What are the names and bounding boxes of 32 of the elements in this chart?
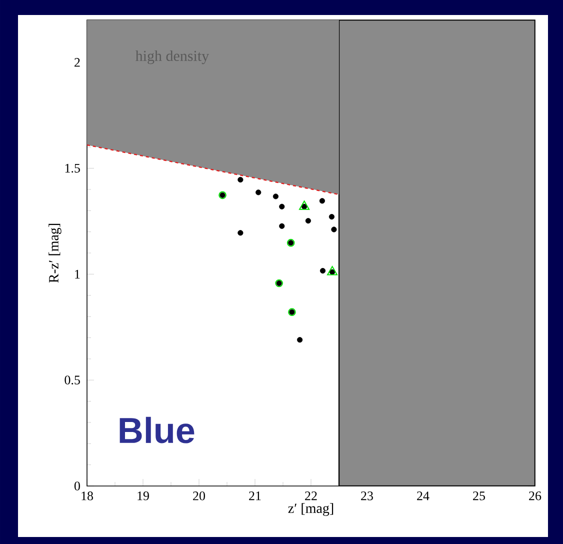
x-tick-label: 23 — [361, 492, 373, 500]
x-tick-label: 25 — [473, 492, 485, 500]
point — [299, 200, 310, 210]
point — [329, 269, 336, 275]
y-tick-label: 1 — [75, 270, 80, 278]
point — [328, 214, 335, 220]
x-tick-label: 21 — [249, 492, 261, 500]
point — [279, 204, 285, 210]
y-axis-title: R-z′ [mag] — [48, 224, 62, 283]
y-tick-label: 2 — [74, 58, 80, 67]
x-tick-label: 22 — [305, 492, 317, 500]
point — [279, 223, 285, 229]
point — [319, 198, 325, 204]
x-axis-title: z′ [mag] — [288, 503, 334, 516]
point — [331, 226, 337, 232]
point — [327, 266, 338, 276]
x-tick-label: 20 — [193, 492, 206, 500]
point — [297, 337, 303, 343]
y-tick-label: 0 — [74, 482, 80, 490]
x-tick-label: 19 — [138, 492, 149, 500]
point — [272, 194, 279, 200]
x-tick-label: 18 — [82, 492, 94, 500]
point — [256, 190, 262, 196]
annotation: Blue — [120, 416, 194, 444]
y-tick-label: 0.5 — [64, 376, 80, 384]
point — [238, 230, 244, 236]
x-tick-label: 26 — [529, 492, 542, 500]
y-tick-label: 1.5 — [65, 164, 80, 173]
point — [305, 218, 311, 224]
x-tick-label: 24 — [417, 492, 430, 500]
point — [238, 176, 244, 183]
point — [320, 268, 326, 274]
